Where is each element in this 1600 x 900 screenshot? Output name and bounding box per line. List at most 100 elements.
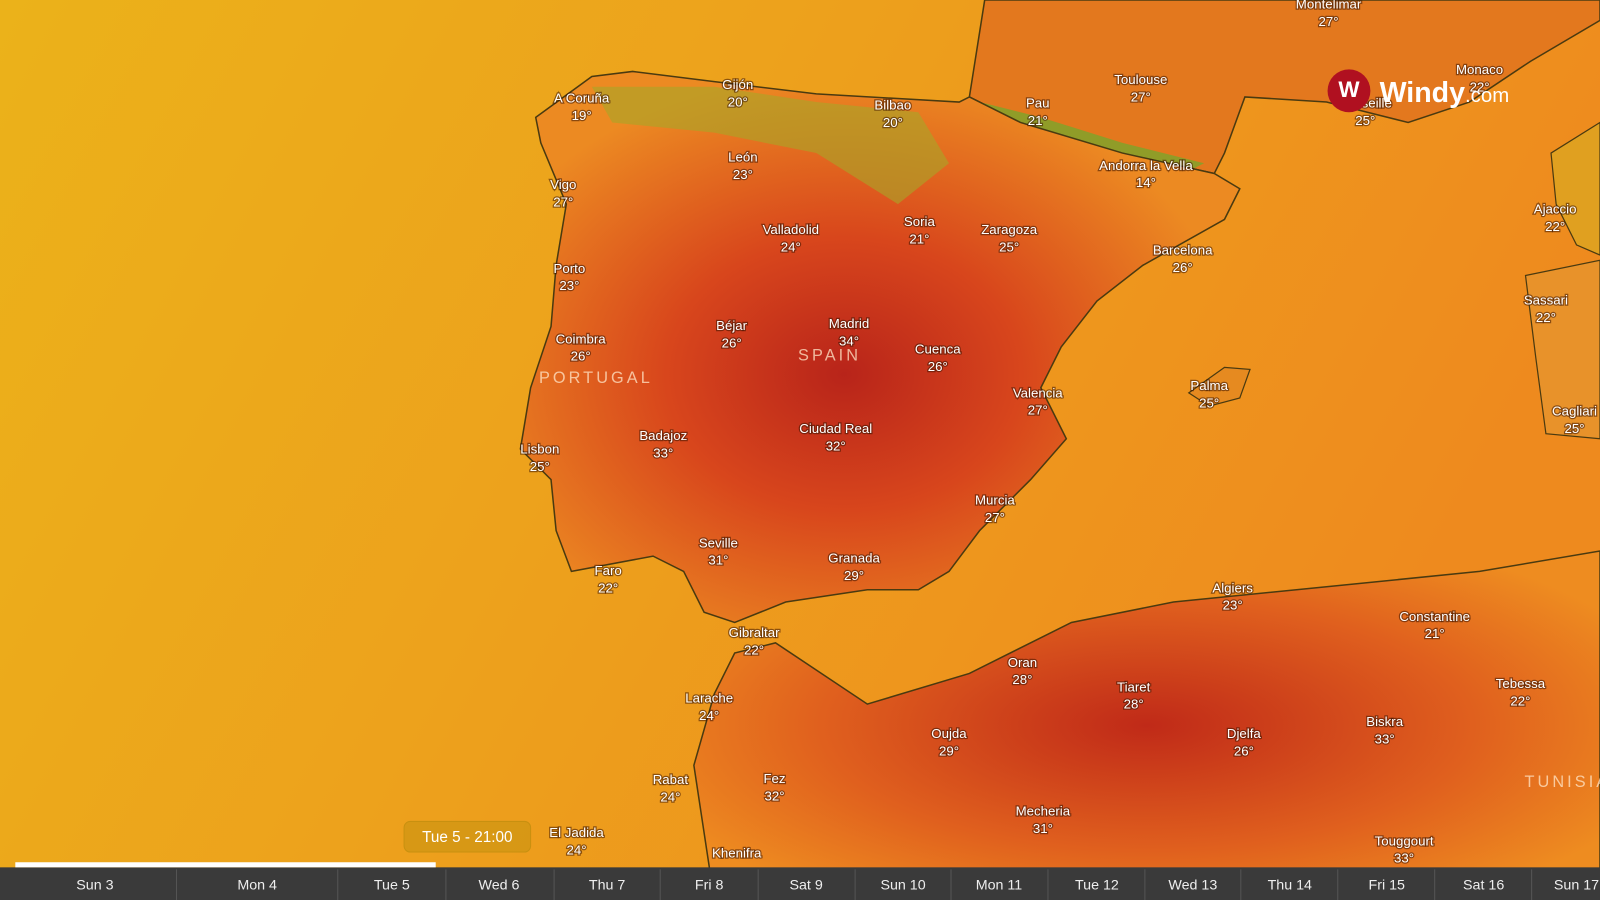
city-name: Khenifra [712,846,762,861]
timeline-day[interactable]: Thu 7 [589,877,626,893]
city-temp: 20° [883,115,903,130]
city-name: Monaco [1456,62,1503,77]
city-temp: 25° [1355,113,1375,128]
city-temp: 22° [1470,79,1490,94]
city-name: Ciudad Real [799,421,872,436]
city-temp: 32° [826,438,846,453]
timeline-day[interactable]: Sat 9 [789,877,822,893]
timeline-day[interactable]: Tue 12 [1075,877,1119,893]
city-name: Murcia [975,493,1015,508]
city-temp: 25° [999,239,1019,254]
country-label: SPAIN [798,346,861,364]
city-name: Fez [763,771,785,786]
city-temp: 26° [928,359,948,374]
time-label: Tue 5 - 21:00 [422,829,512,846]
city-name: Rabat [653,772,689,787]
city-name: Larache [685,690,733,705]
city-name: Touggourt [1375,833,1434,848]
city-name: Badajoz [639,428,687,443]
city-temp: 25° [530,459,550,474]
city-temp: 31° [1033,821,1053,836]
city-name: Madrid [829,316,870,331]
timeline-day[interactable]: Wed 6 [478,877,519,893]
city-name: Zaragoza [981,222,1038,237]
city-name: Seville [699,535,738,550]
city-temp: 22° [1510,694,1530,709]
city-name: Granada [828,551,880,566]
city-name: Soria [904,214,936,229]
city-temp: 22° [598,580,618,595]
city-name: Gijón [722,77,753,92]
city-name: Sassari [1524,293,1568,308]
city-temp: 27° [1028,403,1048,418]
logo-name: Windy [1380,77,1466,109]
city-name: El Jadida [549,825,604,840]
city-name: Mecheria [1016,804,1071,819]
city-temp: 23° [1223,598,1243,613]
city-name: Tebessa [1496,676,1546,691]
mallorca [1187,366,1251,407]
city-temp: 24° [660,789,680,804]
timeline-day[interactable]: Thu 14 [1268,877,1312,893]
timeline-day[interactable]: Mon 4 [237,877,277,893]
timeline-day[interactable]: Tue 5 [374,877,410,893]
city-temp: 27° [1319,14,1339,29]
city-name: Palma [1190,378,1228,393]
city-name: Cagliari [1552,404,1597,419]
city-name: Bilbao [874,98,911,113]
logo[interactable]: W Windy.com [1327,69,1510,113]
city-temp: 19° [572,108,592,123]
timeline-day[interactable]: Fri 15 [1369,877,1406,893]
city-name: Gibraltar [729,625,780,640]
city-name: Andorra la Vella [1099,158,1193,173]
city-name: Porto [554,261,586,276]
city-temp: 26° [571,349,591,364]
city-name: Béjar [716,318,748,333]
city-temp: 33° [653,446,673,461]
timeline-day[interactable]: Sun 17 [1554,877,1599,893]
country-label: TUNISIA [1524,773,1600,791]
city-temp: 27° [553,195,573,210]
city-name: Constantine [1399,609,1470,624]
logo-domain: .com [1465,85,1509,107]
city-name: Coimbra [556,331,607,346]
timeline-day[interactable]: Wed 13 [1168,877,1217,893]
city-name: Toulouse [1114,72,1167,87]
city-name: Oujda [931,726,967,741]
city-name: Valladolid [763,222,819,237]
timeline-day[interactable]: Sun 10 [880,877,925,893]
city-temp: 28° [1124,697,1144,712]
timeline-day[interactable]: Fri 8 [695,877,724,893]
city-name: Algiers [1212,580,1253,595]
city-name: Cuenca [915,342,961,357]
city-temp: 22° [744,643,764,658]
city-temp: 27° [985,510,1005,525]
city-name: A Coruña [554,90,610,105]
city-temp: 26° [1234,744,1254,759]
timeline-day[interactable]: Mon 11 [976,877,1023,893]
city-name: Faro [595,563,622,578]
iberia [519,70,1241,624]
city-temp: 24° [567,843,587,858]
city-name: Montelimar [1296,0,1362,12]
timeline-bar [0,867,1600,900]
timeline-day[interactable]: Sat 16 [1463,877,1504,893]
city-temp: 25° [1564,421,1584,436]
timeline-day[interactable]: Sun 3 [76,877,113,893]
city-temp: 22° [1536,310,1556,325]
timeline: Sun 3 Mon 4 Tue 5 Wed 6 Thu 7 Fri 8 Sat 9 Sun 1… [76,869,1599,900]
city-temp: 24° [781,239,801,254]
city-name: Tiaret [1117,679,1151,694]
time-badge [403,820,532,853]
logo-icon [1327,69,1371,113]
city-temp: 33° [1375,731,1395,746]
labels: Montelimar 27° A Coruña 19° Gijón 20° Bilbao 20… [519,0,1600,867]
city-temp: 31° [708,553,728,568]
city-temp: 32° [764,788,784,803]
city-name: Valencia [1013,385,1063,400]
city-temp: 28° [1012,672,1032,687]
country-label: PORTUGAL [539,369,653,387]
logo-text: Windy.com [1380,77,1510,109]
city-temp: 24° [699,708,719,723]
